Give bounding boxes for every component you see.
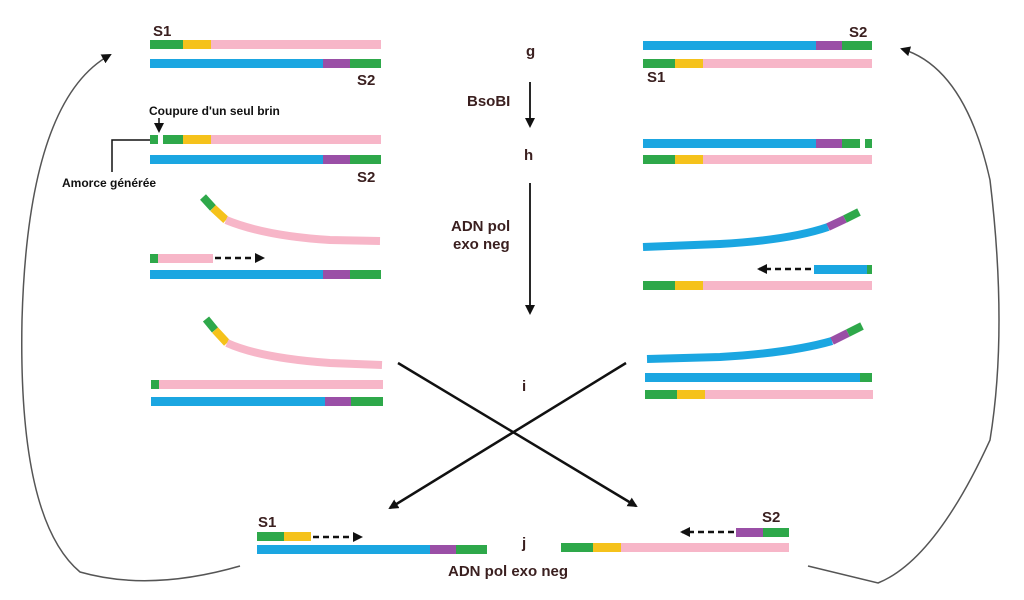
displaced-strand-left-1 (200, 194, 381, 245)
strand-segment-pink (211, 135, 381, 144)
cross-arrow-right-to-left (388, 361, 627, 510)
label-s1-j: S1 (258, 514, 276, 531)
label-s2-g-left: S2 (357, 72, 375, 89)
strand-segment-pink (211, 40, 381, 49)
step-label-j: j (521, 535, 526, 552)
strand-segment-yellow (183, 135, 211, 144)
strand-segment-blue (150, 155, 323, 164)
cross-arrow-left-to-right (397, 361, 638, 508)
step-label-g: g (526, 43, 535, 60)
extension-right-1 (643, 264, 872, 290)
label-nick: Coupure d'un seul brin (149, 104, 280, 118)
strand-segment-green (150, 40, 183, 49)
label-primer: Amorce générée (62, 176, 156, 190)
label-s2-g-right: S2 (849, 24, 867, 41)
pol-label-bottom: ADN pol exo neg (448, 563, 568, 580)
displaced-strand-right-2 (646, 322, 864, 363)
strand-segment-green (350, 59, 381, 68)
strand-segment-green (350, 155, 381, 164)
pol-label-line2: exo neg (453, 236, 510, 253)
displaced-strand-left-2 (202, 316, 383, 369)
pol-label-line1: ADN pol (451, 218, 510, 235)
duplex-j-left (257, 532, 487, 554)
label-s2-h-left: S2 (357, 169, 375, 186)
primer-pointer-line (111, 139, 150, 172)
duplex-j-right (561, 527, 789, 552)
duplex-g-left (150, 40, 381, 68)
duplex-h-left (150, 135, 381, 164)
extension-left-1 (150, 253, 381, 279)
strand-segment-yellow (183, 40, 211, 49)
strand-segment-green (163, 135, 183, 144)
primer-fragment (150, 135, 158, 144)
step-label-i: i (522, 378, 526, 395)
duplex-g-right (643, 41, 872, 68)
duplex-i-left (151, 380, 383, 406)
step-label-h: h (524, 147, 533, 164)
enzyme-label: BsoBI (467, 93, 510, 110)
duplex-h-right (643, 139, 872, 164)
strand-segment-blue (150, 59, 323, 68)
strand-segment-purple (323, 59, 350, 68)
strand-segment-purple (323, 155, 350, 164)
recycle-loop-right (807, 46, 1000, 584)
displaced-strand-right-1 (642, 208, 861, 251)
label-s1-g-right: S1 (647, 69, 665, 86)
recycle-loop-left (21, 54, 241, 582)
duplex-i-right (645, 373, 873, 399)
label-s1-g-left: S1 (153, 23, 171, 40)
label-s2-j: S2 (762, 509, 780, 526)
